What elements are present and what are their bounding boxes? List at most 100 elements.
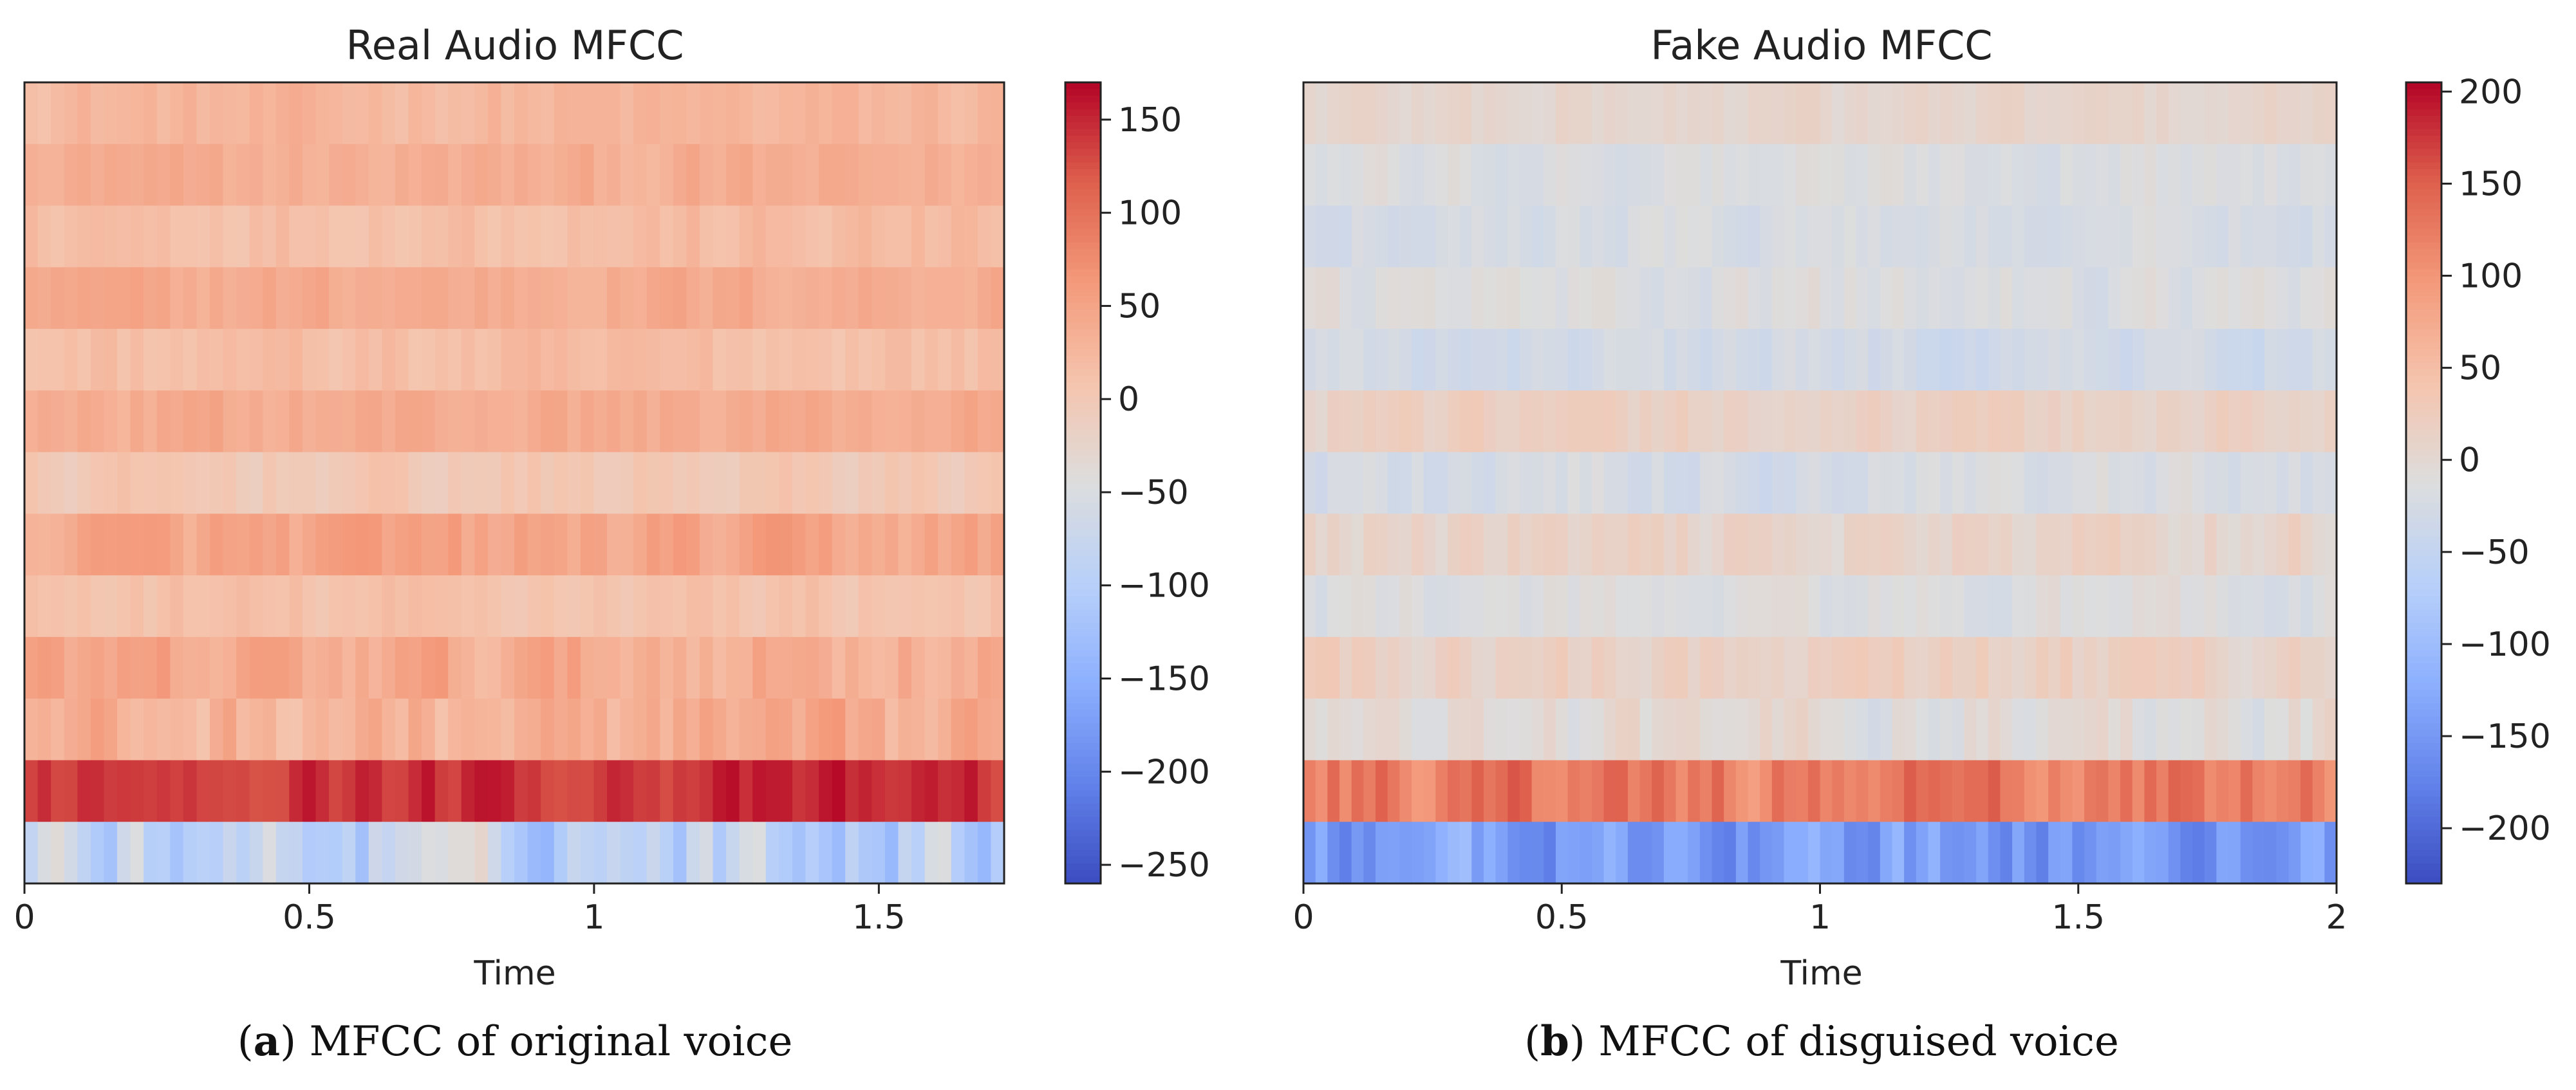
heatmap-cell <box>898 267 912 329</box>
heatmap-cell <box>620 329 634 391</box>
heatmap-cell <box>474 143 489 207</box>
heatmap-cell <box>1531 698 1545 761</box>
heatmap-cell <box>1988 698 2001 761</box>
heatmap-cell <box>1411 390 1424 453</box>
heatmap-cell <box>1447 143 1461 207</box>
heatmap-cell <box>606 267 621 329</box>
heatmap-cell <box>686 575 700 638</box>
heatmap-cell <box>2168 452 2181 515</box>
heatmap-cell <box>2012 452 2025 515</box>
caption-a-text: MFCC of original voice <box>296 1018 792 1066</box>
heatmap-cell <box>765 822 780 884</box>
heatmap-cell <box>527 760 541 823</box>
heatmap-cell <box>315 636 330 699</box>
heatmap-cell <box>898 575 912 638</box>
heatmap-cell <box>2132 452 2145 515</box>
heatmap-cell <box>964 205 978 268</box>
heatmap-cell <box>2228 82 2241 145</box>
heatmap-cell <box>1892 452 1905 515</box>
heatmap-cell <box>1399 698 1412 761</box>
heatmap-cell <box>845 513 859 576</box>
heatmap-cell <box>527 329 541 391</box>
heatmap-cell <box>395 452 409 515</box>
heatmap-cell <box>1796 390 1809 453</box>
heatmap-cell <box>924 636 938 699</box>
heatmap-cell <box>1399 452 1412 515</box>
heatmap-cell <box>1411 205 1424 268</box>
heatmap-cell <box>448 513 462 576</box>
heatmap-cell <box>1928 267 1941 329</box>
heatmap-cell <box>2156 205 2169 268</box>
heatmap-cell <box>422 513 436 576</box>
heatmap-cell <box>1724 205 1737 268</box>
heatmap-cell <box>1964 82 1977 145</box>
heatmap-cell <box>1627 452 1641 515</box>
heatmap-cell <box>1591 267 1605 329</box>
heatmap-cell <box>422 452 436 515</box>
heatmap-cell <box>792 82 807 145</box>
heatmap-cell <box>2060 143 2073 207</box>
heatmap-cell <box>1327 82 1340 145</box>
heatmap-cell <box>832 82 846 145</box>
heatmap-cell <box>183 698 198 761</box>
heatmap-cell <box>699 698 714 761</box>
heatmap-cell <box>2036 760 2049 823</box>
heatmap-cell <box>541 575 555 638</box>
heatmap-cell <box>1327 205 1340 268</box>
heatmap-cell <box>567 390 581 453</box>
heatmap-cell <box>156 329 171 391</box>
heatmap-cell <box>1495 760 1509 823</box>
heatmap-cell <box>726 452 740 515</box>
heatmap-cell <box>501 82 515 145</box>
heatmap-cell <box>355 760 369 823</box>
heatmap-cell <box>130 390 144 453</box>
heatmap-cell <box>2036 267 2049 329</box>
heatmap-cell <box>1748 822 1760 884</box>
heatmap-cell <box>461 760 476 823</box>
heatmap-cell <box>37 698 51 761</box>
heatmap-cell <box>408 575 422 638</box>
heatmap-cell <box>90 143 105 207</box>
heatmap-cell <box>382 82 396 145</box>
heatmap-cell <box>872 636 886 699</box>
caption-b: (b) MFCC of disguised voice <box>1524 1017 2119 1066</box>
heatmap-cell <box>196 636 210 699</box>
heatmap-cell <box>938 205 952 268</box>
heatmap-cell <box>2276 822 2290 884</box>
heatmap-cell <box>1603 82 1617 145</box>
heatmap-cell <box>633 822 648 884</box>
heatmap-cell <box>792 698 807 761</box>
heatmap-cell <box>951 636 966 699</box>
heatmap-cell <box>2168 390 2181 453</box>
heatmap-cell <box>1519 698 1533 761</box>
heatmap-cell <box>448 636 462 699</box>
heatmap-cell <box>1351 760 1365 823</box>
heatmap-cell <box>924 822 938 884</box>
heatmap-cell <box>275 822 290 884</box>
heatmap-cell <box>1531 329 1545 391</box>
heatmap-cell <box>289 267 303 329</box>
heatmap-cell <box>858 513 873 576</box>
heatmap-cell <box>845 329 859 391</box>
heatmap-cell <box>1387 636 1401 699</box>
heatmap-cell <box>263 143 277 207</box>
heatmap-cell <box>633 82 648 145</box>
colorbar-segment <box>1065 255 1101 263</box>
heatmap-cell <box>1303 390 1316 453</box>
heatmap-cell <box>1652 143 1665 207</box>
heatmap-cell <box>2301 143 2313 207</box>
heatmap-cell <box>554 636 568 699</box>
heatmap-cell <box>2168 636 2181 699</box>
heatmap-cell <box>964 698 978 761</box>
heatmap-cell <box>1603 267 1617 329</box>
heatmap-cell <box>51 513 65 576</box>
colorbar-frame-fake <box>2405 81 2443 885</box>
heatmap-cell <box>699 636 714 699</box>
heatmap-cell <box>1399 267 1412 329</box>
heatmap-cell <box>2180 636 2193 699</box>
heatmap-cell <box>2012 575 2025 638</box>
heatmap-cell <box>1616 329 1629 391</box>
heatmap-cell <box>263 329 277 391</box>
panel-real-audio: Real Audio MFCC 0 0.5 1 1.5 Time 150100500−… <box>14 22 1209 1066</box>
heatmap-cell <box>2012 82 2025 145</box>
